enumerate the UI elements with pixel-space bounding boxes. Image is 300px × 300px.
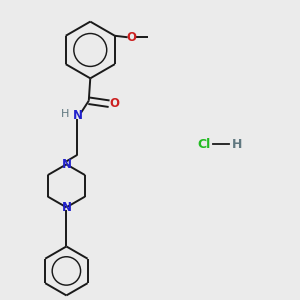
Text: Cl: Cl [197, 137, 210, 151]
Text: O: O [126, 31, 136, 44]
Text: N: N [61, 158, 71, 171]
Text: N: N [61, 201, 71, 214]
Text: H: H [231, 137, 242, 151]
Text: O: O [110, 97, 119, 110]
Text: H: H [61, 109, 69, 118]
Text: N: N [72, 109, 82, 122]
